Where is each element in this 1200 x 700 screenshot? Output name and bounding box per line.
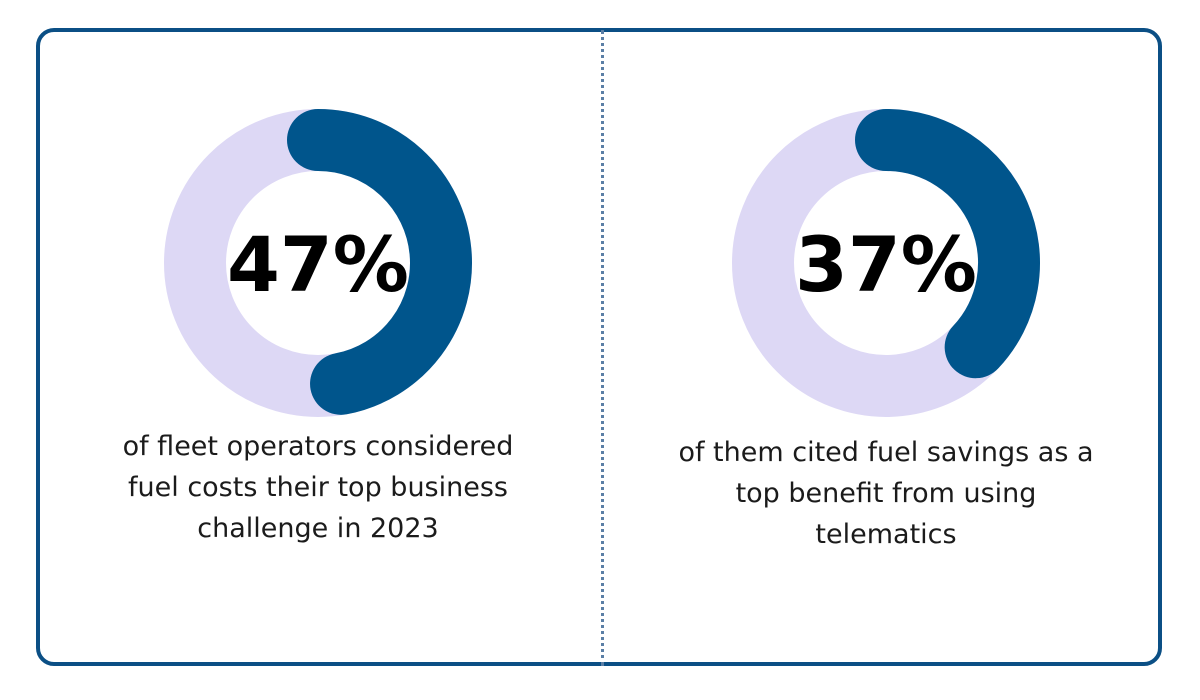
donut-center-label: 37% xyxy=(795,220,977,309)
panel-divider xyxy=(601,30,604,666)
caption-line: telematics xyxy=(815,519,957,550)
donut-chart-fuel-savings: 37% xyxy=(732,109,1040,417)
donut-chart-fuel-costs: 47% xyxy=(164,109,472,417)
caption-line: challenge in 2023 xyxy=(197,513,439,544)
stat-caption: of them cited fuel savings as a top bene… xyxy=(666,432,1106,555)
donut-value-arc xyxy=(287,109,472,415)
donut-center-label: 47% xyxy=(227,220,409,309)
caption-line: of fleet operators considered xyxy=(122,431,514,462)
stat-panel-fuel-costs: 47% of fleet operators considered fuel c… xyxy=(98,109,538,549)
caption-line: fuel costs their top business xyxy=(128,472,508,503)
stat-caption: of fleet operators considered fuel costs… xyxy=(98,426,538,549)
caption-line: top benefit from using xyxy=(735,478,1037,509)
stat-panel-fuel-savings: 37% of them cited fuel savings as a top … xyxy=(600,0,1200,700)
caption-line: of them cited fuel savings as a xyxy=(678,437,1094,468)
donut-value-arc xyxy=(855,109,1040,379)
